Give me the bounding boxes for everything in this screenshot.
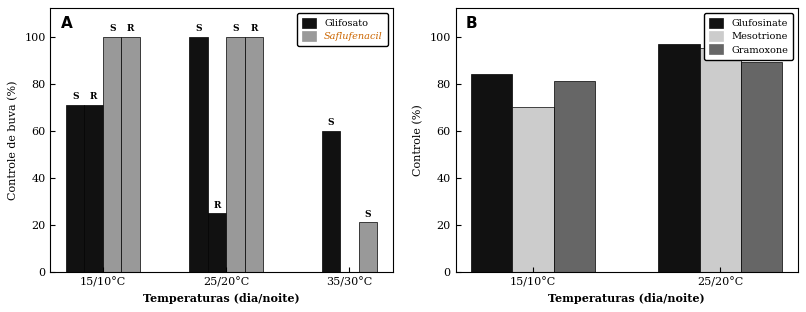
- Text: S: S: [327, 118, 334, 127]
- Text: R: R: [250, 24, 258, 33]
- Text: S: S: [109, 24, 115, 33]
- Bar: [103, 37, 122, 272]
- Legend: Glufosinate, Mesotrione, Gramoxone: Glufosinate, Mesotrione, Gramoxone: [704, 13, 793, 60]
- Y-axis label: Controle (%): Controle (%): [413, 104, 424, 176]
- Bar: [513, 107, 554, 272]
- Text: S: S: [364, 210, 371, 219]
- Bar: [741, 62, 782, 272]
- Text: S: S: [232, 24, 239, 33]
- Y-axis label: Controle de buva (%): Controle de buva (%): [8, 80, 19, 200]
- Bar: [554, 81, 595, 272]
- Bar: [659, 44, 700, 272]
- Text: R: R: [127, 24, 135, 33]
- Bar: [226, 37, 244, 272]
- Bar: [208, 213, 226, 272]
- Bar: [322, 131, 340, 272]
- Bar: [189, 37, 208, 272]
- X-axis label: Temperaturas (dia/noite): Temperaturas (dia/noite): [143, 293, 300, 304]
- Text: S: S: [72, 92, 78, 101]
- Text: A: A: [60, 16, 73, 31]
- Bar: [244, 37, 263, 272]
- Bar: [66, 105, 85, 272]
- Bar: [700, 48, 741, 272]
- Bar: [122, 37, 140, 272]
- Bar: [471, 74, 513, 272]
- Text: B: B: [466, 16, 477, 31]
- Text: R: R: [214, 201, 221, 210]
- X-axis label: Temperaturas (dia/noite): Temperaturas (dia/noite): [548, 293, 705, 304]
- Text: S: S: [195, 24, 202, 33]
- Bar: [359, 222, 377, 272]
- Bar: [85, 105, 103, 272]
- Legend: Glifosato, Saflufenacil: Glifosato, Saflufenacil: [297, 13, 388, 46]
- Text: R: R: [90, 92, 98, 101]
